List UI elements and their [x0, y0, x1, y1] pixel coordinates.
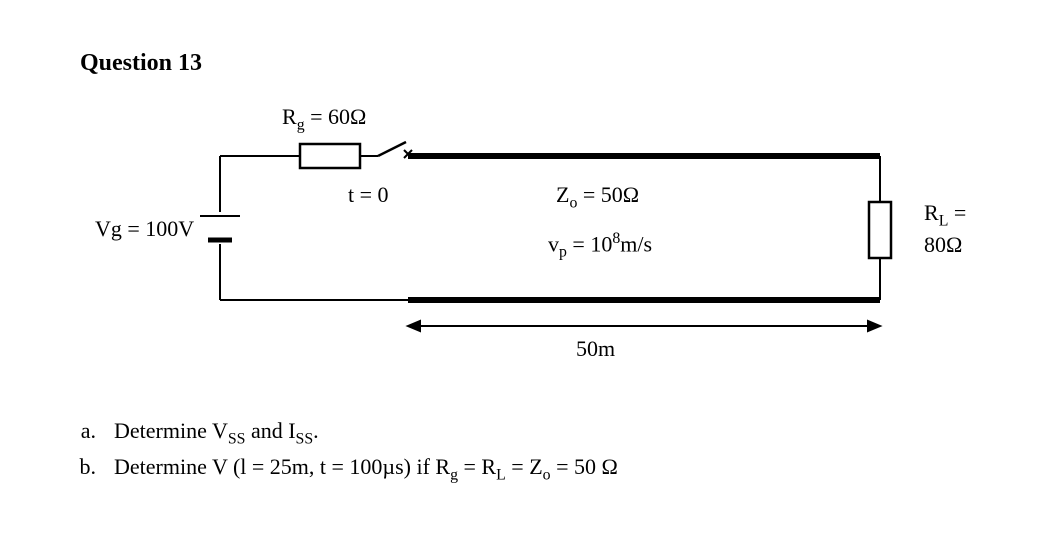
page-root: { "title": "Question 13", "labels": { "r…	[0, 0, 1062, 557]
label-t0: t = 0	[348, 182, 389, 208]
part-b-text: Determine V (l = 25m, t = 100µs) if Rg =…	[114, 451, 618, 487]
part-b-tag: b.	[70, 451, 96, 487]
part-a-text: Determine VSS and ISS.	[114, 415, 319, 451]
question-parts: a. Determine VSS and ISS. b. Determine V…	[70, 415, 618, 488]
part-a: a. Determine VSS and ISS.	[70, 415, 618, 451]
label-vg: Vg = 100V	[95, 216, 194, 242]
label-length: 50m	[576, 336, 615, 362]
label-rg: Rg = 60Ω	[282, 104, 366, 134]
part-a-tag: a.	[70, 415, 96, 451]
label-vp: vp = 108m/s	[548, 230, 652, 262]
label-z0: Zo = 50Ω	[556, 182, 639, 212]
label-rl-line2: 80Ω	[924, 232, 962, 258]
label-rl-line1: RL =	[924, 200, 966, 230]
part-b: b. Determine V (l = 25m, t = 100µs) if R…	[70, 451, 618, 487]
